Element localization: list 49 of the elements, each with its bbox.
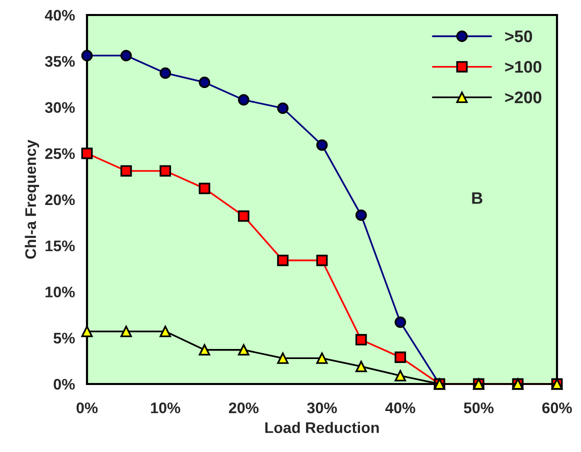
annotation: B	[472, 192, 482, 204]
point	[81, 326, 93, 338]
point	[277, 352, 289, 364]
point	[238, 210, 250, 222]
legend-label: >100	[505, 60, 542, 73]
x-tick-label: 30%	[307, 402, 337, 414]
y-axis-title: Chl-a Frequency	[24, 140, 40, 259]
point	[277, 102, 289, 114]
y-tick-label: 35%	[44, 56, 75, 67]
y-tick-label: 20%	[45, 194, 75, 206]
y-tick-label: 15%	[46, 240, 75, 252]
point	[355, 360, 367, 372]
point	[120, 326, 132, 338]
y-tick-label: 40%	[44, 10, 75, 21]
point	[120, 50, 132, 62]
point	[394, 370, 406, 382]
point	[355, 334, 367, 346]
point	[394, 316, 406, 328]
x-tick-label: 10%	[151, 402, 180, 414]
y-tick-label: 30%	[44, 102, 75, 113]
y-tick-label: 5%	[54, 332, 75, 344]
point	[316, 352, 328, 364]
point	[198, 182, 210, 194]
x-axis-title: Load Reduction	[265, 422, 379, 434]
point	[160, 67, 172, 79]
y-tick-label: 25%	[45, 148, 75, 160]
point	[198, 76, 210, 88]
legend-label: >200	[505, 92, 542, 104]
x-tick-label: 60%	[542, 402, 572, 414]
legend-label: >50	[505, 30, 532, 42]
point	[120, 165, 132, 177]
point	[277, 254, 289, 266]
y-tick-label: 0%	[54, 378, 75, 390]
point	[81, 50, 93, 62]
point	[316, 139, 328, 151]
x-tick-label: 40%	[385, 402, 416, 414]
x-tick-label: 20%	[228, 402, 259, 414]
point	[355, 209, 367, 221]
point	[394, 352, 406, 363]
point	[198, 344, 210, 356]
y-tick-label: 10%	[46, 286, 75, 298]
x-tick-label: 50%	[464, 402, 494, 414]
point	[81, 148, 93, 160]
point	[238, 94, 250, 106]
point	[160, 165, 172, 177]
point	[238, 344, 250, 356]
point	[160, 326, 172, 338]
point	[316, 254, 328, 266]
x-tick-label: 0%	[76, 402, 98, 414]
